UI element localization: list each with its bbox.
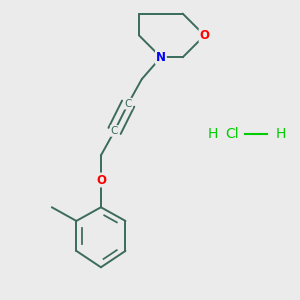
Text: C: C <box>111 126 118 136</box>
Text: N: N <box>156 51 166 64</box>
Text: O: O <box>96 173 106 187</box>
Text: O: O <box>200 29 209 42</box>
Text: C: C <box>124 99 132 109</box>
Text: Cl: Cl <box>225 127 238 141</box>
Text: H: H <box>276 127 286 141</box>
Text: H: H <box>208 127 218 141</box>
